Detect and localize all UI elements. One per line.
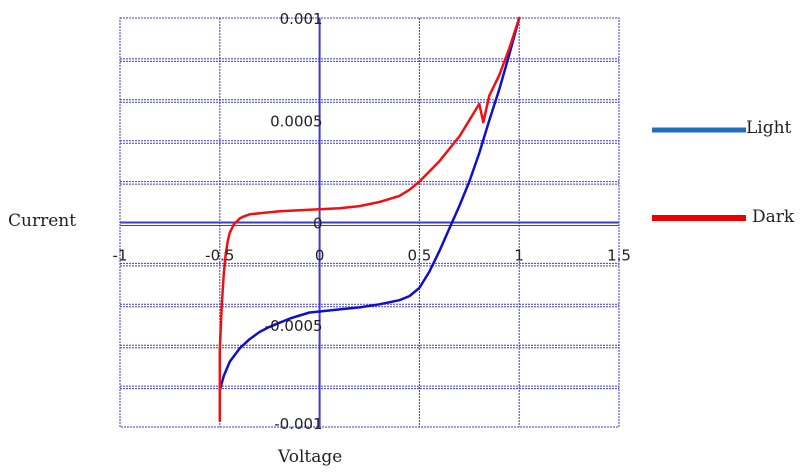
- series-lines: [218, 16, 521, 423]
- x-axis-title: Voltage: [277, 447, 342, 467]
- y-axis-title: Current: [8, 211, 76, 231]
- grid-lines: [120, 18, 619, 427]
- y-tick-label: 0.001: [280, 10, 323, 28]
- y-tick-label: -0.0005: [265, 317, 323, 335]
- x-tick-label: 1.5: [607, 247, 631, 265]
- x-tick-label: 1: [514, 247, 524, 265]
- series-line-dark: [218, 16, 521, 423]
- x-tick-label: -1: [113, 247, 128, 265]
- legend-label-dark: Dark: [752, 207, 795, 227]
- legend: Light Dark: [652, 118, 795, 227]
- axes: [120, 18, 619, 427]
- x-tick-labels: -1 -0.5 0 0.5 1 1.5: [113, 247, 631, 265]
- y-tick-label: 0.0005: [270, 112, 323, 130]
- y-tick-label: 0: [313, 215, 323, 233]
- x-tick-label: -0.5: [205, 247, 234, 265]
- x-tick-label: 0.5: [407, 247, 431, 265]
- series-line-light: [218, 16, 521, 392]
- legend-label-light: Light: [746, 118, 792, 138]
- x-tick-label: 0: [315, 247, 325, 265]
- y-tick-label: -0.001: [274, 415, 322, 433]
- y-tick-labels: 0.001 0.0005 0 -0.0005 -0.001: [265, 10, 323, 433]
